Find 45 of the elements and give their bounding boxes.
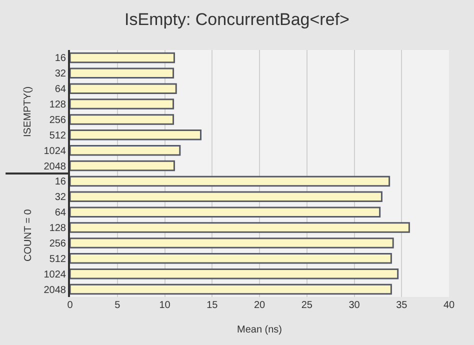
bar: [70, 144, 181, 156]
bar: [70, 222, 410, 233]
x-tick-label: 5: [114, 300, 121, 311]
y-tick-label: 512: [49, 130, 66, 142]
bar: [70, 238, 394, 248]
bar: [70, 176, 390, 187]
y-tick-label: 512: [49, 254, 66, 265]
y-tick-label: 16: [54, 53, 66, 64]
bar: [70, 284, 392, 295]
bar: [70, 68, 174, 79]
bar: [70, 160, 175, 172]
bar: [70, 130, 202, 140]
y-tick-label: 64: [54, 84, 66, 96]
y-tick-label: 2048: [44, 161, 66, 172]
bar: [70, 253, 392, 264]
bar: [70, 52, 175, 64]
text: ISEMPTY(): [22, 86, 34, 137]
y-tick-label: 16: [54, 176, 66, 188]
y-tick-label: 32: [54, 68, 66, 80]
chart-title: IsEmpty: ConcurrentBag<ref>: [124, 10, 350, 29]
bar: [70, 191, 382, 202]
bar: [70, 114, 174, 125]
y-tick-label: 32: [54, 192, 66, 204]
x-tick-label: 35: [396, 300, 408, 311]
y-tick-label: 2048: [44, 284, 66, 296]
x-tick-label: 0: [67, 300, 74, 311]
y-tick-label: 64: [54, 208, 66, 219]
x-tick-label: 15: [206, 300, 218, 311]
x-tick-label: 20: [254, 300, 266, 311]
y-tick-label: 1024: [44, 269, 66, 280]
y-tick-label: 128: [49, 223, 66, 234]
bar: [70, 83, 177, 94]
x-tick-label: 25: [301, 300, 313, 311]
y-tick-label: 256: [49, 238, 66, 250]
bar: [70, 206, 381, 218]
text: COUNT = 0: [22, 208, 34, 262]
x-tick-label: 30: [348, 300, 360, 311]
x-tick-label: 10: [159, 300, 171, 311]
bar: [70, 268, 399, 280]
x-tick-label: 40: [443, 300, 455, 311]
x-axis-title: Mean (ns): [236, 324, 282, 336]
bar: [70, 98, 174, 110]
y-tick-label: 128: [49, 100, 66, 111]
y-tick-label: 256: [49, 114, 66, 126]
y-tick-label: 1024: [44, 146, 66, 157]
